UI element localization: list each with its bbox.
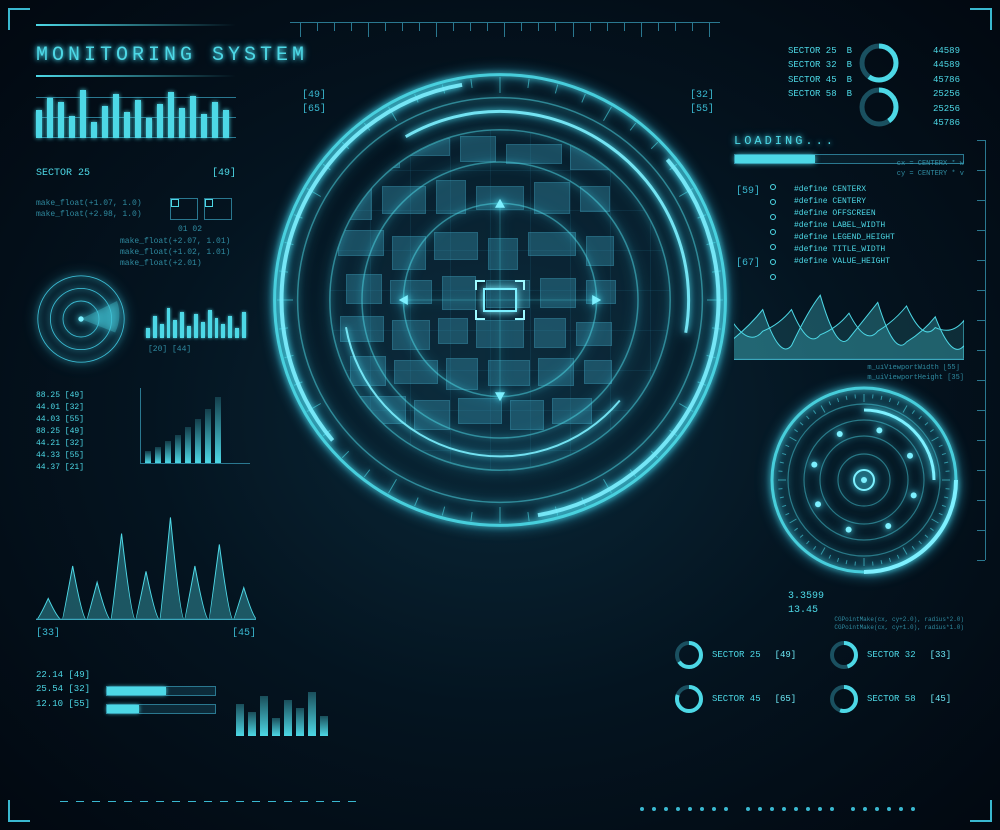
slot-labels: 01 02 — [178, 224, 202, 235]
ruler-right — [972, 140, 986, 560]
slot-02[interactable] — [204, 198, 232, 220]
mini-radar[interactable] — [36, 274, 126, 364]
slot-01[interactable] — [170, 198, 198, 220]
radial-gauge[interactable] — [764, 380, 964, 580]
side-num-a: [59] — [736, 186, 760, 197]
bar-chart-sector25 — [36, 82, 236, 156]
sector-25-label[interactable]: SECTOR 25 — [36, 168, 90, 179]
sector-25-readout: SECTOR 25 [49] — [36, 168, 236, 179]
corner-bracket — [8, 800, 30, 822]
bottom-readouts: 22.14 [49]25.54 [32]12.10 [55] — [36, 668, 90, 711]
data-list: 88.25 [49]44.01 [32]44.03 [55]88.25 [49]… — [36, 390, 84, 474]
radial-readout: 3.3599 13.45 — [788, 590, 824, 618]
donut-mini-2 — [858, 86, 900, 128]
ruler-top — [290, 22, 720, 42]
corner-bracket — [970, 8, 992, 30]
sector-donut[interactable]: SECTOR 58[45] — [829, 684, 964, 714]
footer-dots — [640, 798, 940, 802]
indicator-dots — [770, 184, 776, 280]
wave-chart-right — [734, 280, 964, 360]
define-list: #define CENTERX#define CENTERY#define OF… — [794, 184, 964, 268]
donut-mini-1 — [858, 42, 900, 84]
mini-bar-labels: [20] [44] — [148, 344, 191, 355]
vu-meters — [236, 692, 328, 736]
wave-label-a: [33] — [36, 628, 60, 639]
coord-formula: cx = CENTERX * w cy = CENTERY * v — [897, 160, 964, 180]
target-reticle[interactable] — [475, 280, 525, 320]
main-radar[interactable] — [260, 60, 740, 540]
sector-list: SECTOR 25BSECTOR 32BSECTOR 45BSECTOR 58B — [788, 44, 852, 102]
corner-bracket — [970, 800, 992, 822]
point-formula: CGPointMake(cx, cy+2.0), radius*2.0) CGP… — [834, 616, 964, 633]
sector-25-value: [49] — [212, 168, 236, 179]
corner-bracket — [8, 8, 30, 30]
footer-dashes — [60, 801, 360, 802]
side-num-b: [67] — [736, 258, 760, 269]
mini-bar-chart — [146, 288, 246, 338]
progress-bar-1[interactable] — [106, 686, 216, 696]
code-readout-a: make_float(+1.07, 1.0) make_float(+2.98,… — [36, 198, 142, 220]
loading-label: LOADING... — [734, 134, 964, 148]
code-readout-c: make_float(+2.07, 1.01) make_float(+1.02… — [120, 236, 230, 270]
progress-bar-2[interactable] — [106, 704, 216, 714]
sector-donut[interactable]: SECTOR 45[65] — [674, 684, 809, 714]
sector-donut[interactable]: SECTOR 32[33] — [829, 640, 964, 670]
sector-donut[interactable]: SECTOR 25[49] — [674, 640, 809, 670]
number-list: 445894458945786252562525645786 — [933, 44, 960, 130]
waveform-chart — [36, 500, 256, 620]
growth-bar-chart — [140, 388, 250, 464]
wave-label-b: [45] — [232, 628, 256, 639]
sector-donuts-grid: SECTOR 25[49] SECTOR 32[33] SECTOR 45[65… — [674, 640, 964, 714]
